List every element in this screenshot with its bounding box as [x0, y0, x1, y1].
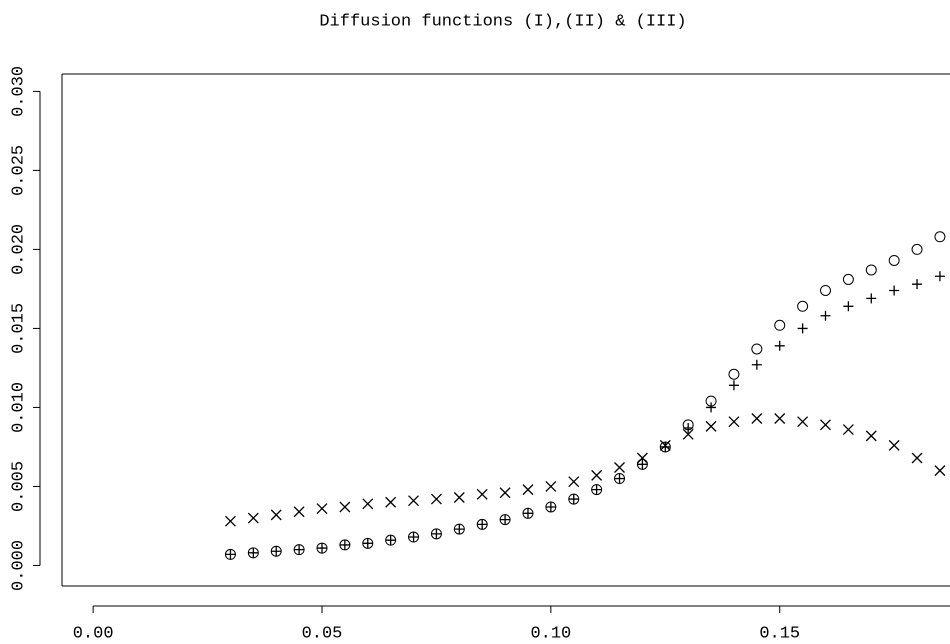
point	[522, 484, 534, 496]
point	[728, 368, 740, 380]
point	[316, 543, 327, 554]
point	[682, 428, 694, 440]
point	[751, 413, 763, 424]
point	[842, 273, 854, 285]
point	[408, 532, 419, 543]
point	[453, 492, 465, 503]
point	[224, 515, 236, 527]
y-tick-label: 0.015	[9, 303, 28, 354]
point	[454, 524, 465, 535]
point	[865, 430, 877, 442]
point	[339, 501, 351, 513]
point	[912, 279, 923, 290]
point	[820, 419, 831, 431]
point	[545, 480, 557, 492]
point	[820, 310, 831, 321]
x-tick-label: 0.05	[302, 624, 343, 643]
point	[797, 416, 809, 428]
point	[316, 503, 328, 515]
point	[843, 301, 854, 312]
point	[294, 544, 305, 555]
point	[934, 465, 946, 477]
point	[522, 508, 533, 519]
point	[568, 494, 579, 505]
point	[911, 452, 923, 464]
point	[911, 243, 923, 255]
y-tick-label: 0.005	[9, 461, 28, 512]
point	[888, 254, 900, 266]
point	[728, 416, 740, 428]
y-tick-label: 0.025	[9, 145, 28, 196]
point	[408, 495, 419, 507]
y-tick-label: 0.030	[9, 66, 28, 117]
point	[728, 380, 739, 391]
point	[385, 496, 397, 508]
point	[797, 300, 809, 312]
point	[865, 264, 877, 276]
point	[705, 420, 717, 432]
point	[247, 512, 259, 524]
point	[888, 439, 900, 451]
x-tick-label: 0.10	[530, 624, 571, 643]
point	[591, 469, 603, 481]
point	[866, 293, 877, 304]
point	[774, 340, 785, 351]
point	[568, 476, 580, 488]
point	[225, 549, 236, 560]
y-tick-label: 0.000	[9, 540, 28, 591]
point	[362, 538, 373, 549]
point	[637, 459, 648, 470]
point	[499, 487, 511, 499]
point	[270, 509, 282, 521]
point	[545, 501, 556, 512]
point	[797, 323, 808, 334]
point	[339, 539, 350, 550]
point	[636, 452, 648, 464]
point	[500, 514, 511, 525]
point	[889, 285, 900, 296]
point	[477, 519, 488, 530]
point	[774, 319, 786, 331]
chart-title: Diffusion functions (I),(II) & (III)	[319, 12, 686, 31]
point	[706, 402, 717, 413]
point	[934, 231, 946, 243]
point	[431, 528, 442, 539]
point	[430, 493, 442, 505]
point	[385, 535, 396, 546]
point	[614, 462, 625, 473]
point	[476, 488, 488, 500]
point	[774, 413, 786, 424]
point	[248, 547, 259, 558]
y-tick-label: 0.010	[9, 382, 28, 433]
point	[659, 439, 671, 451]
point	[751, 359, 762, 370]
y-tick-label: 0.020	[9, 224, 28, 275]
point	[362, 498, 374, 510]
point	[683, 422, 694, 433]
x-tick-label: 0.15	[759, 624, 800, 643]
point	[934, 271, 945, 282]
point	[819, 284, 831, 296]
point	[614, 473, 625, 484]
x-tick-label: 0.00	[73, 624, 114, 643]
point	[751, 343, 763, 355]
point	[591, 484, 602, 495]
point	[293, 506, 305, 518]
point	[660, 441, 671, 452]
point	[842, 424, 854, 436]
point	[271, 546, 282, 557]
